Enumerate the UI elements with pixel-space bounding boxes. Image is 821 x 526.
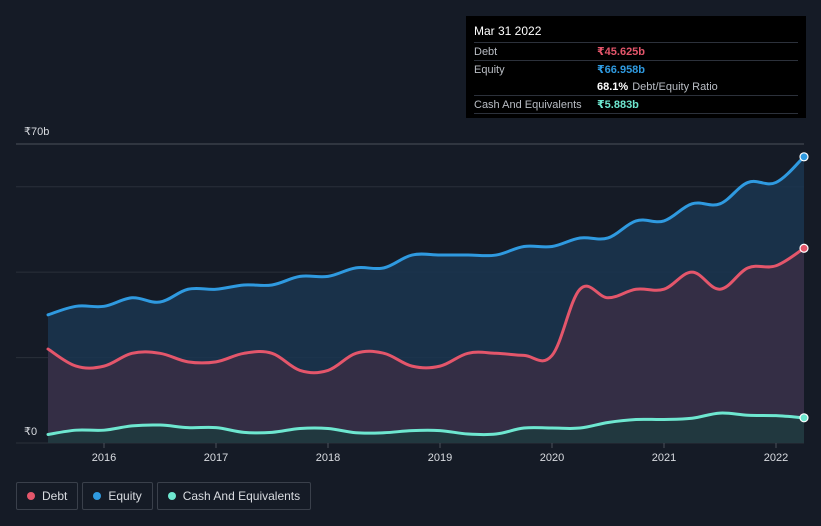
x-tick-label: 2020 — [540, 452, 564, 464]
cash-and-equivalents-line — [46, 411, 806, 437]
tooltip-row-equity: Equity ₹66.958b — [474, 60, 798, 78]
tooltip-row-ratio: 68.1% Debt/Equity Ratio — [474, 78, 798, 95]
legend-dot-icon — [27, 492, 35, 500]
y-axis-top-label: ₹70b — [24, 126, 49, 138]
tooltip-ratio-label: Debt/Equity Ratio — [632, 80, 718, 93]
debt-end-marker — [799, 243, 809, 253]
legend-item-cash[interactable]: Cash And Equivalents — [156, 482, 312, 510]
x-tick-label: 2016 — [92, 452, 116, 464]
tooltip-label: Equity — [474, 63, 505, 76]
tooltip-value: 68.1% — [597, 80, 629, 93]
end-markers — [799, 152, 809, 423]
series-areas — [48, 156, 804, 444]
legend-item-debt[interactable]: Debt — [16, 482, 79, 510]
legend-label: Debt — [42, 489, 68, 503]
legend-dot-icon — [167, 492, 176, 500]
x-tick-label: 2021 — [652, 452, 676, 464]
x-tick-label: 2022 — [764, 452, 788, 464]
equity-end-marker — [799, 152, 809, 162]
cash-and-equivalents-end-marker — [799, 413, 809, 423]
x-axis: 2016 2017 2018 2019 2020 2021 2022 — [92, 443, 788, 464]
tooltip-value: ₹5.883b — [597, 98, 639, 111]
y-axis-zero-label: ₹0 — [24, 426, 37, 438]
legend-item-equity[interactable]: Equity — [82, 482, 153, 510]
tooltip-date: Mar 31 2022 — [474, 24, 542, 38]
legend-label: Equity — [108, 489, 142, 503]
legend-label: Cash And Equivalents — [182, 489, 301, 503]
cash-and-equivalents-area — [48, 413, 804, 443]
series-lines — [46, 155, 806, 437]
legend-dot-icon — [93, 492, 102, 500]
tooltip-row-cash: Cash And Equivalents ₹5.883b — [474, 95, 798, 114]
tooltip-value: ₹66.958b — [597, 63, 646, 76]
x-tick-label: 2018 — [316, 452, 340, 464]
equity-line — [46, 155, 806, 317]
tooltip-row-debt: Debt ₹45.625b — [474, 42, 798, 60]
tooltip-label: Cash And Equivalents — [474, 98, 582, 111]
x-tick-label: 2019 — [428, 452, 452, 464]
tooltip-value: ₹45.625b — [597, 45, 646, 58]
x-tick-label: 2017 — [204, 452, 228, 464]
debt-line — [46, 246, 806, 375]
tooltip-label: Debt — [474, 45, 498, 58]
legend: Debt Equity Cash And Equivalents — [16, 482, 312, 510]
tooltip: Mar 31 2022 Debt ₹45.625b Equity ₹66.958… — [466, 16, 806, 118]
